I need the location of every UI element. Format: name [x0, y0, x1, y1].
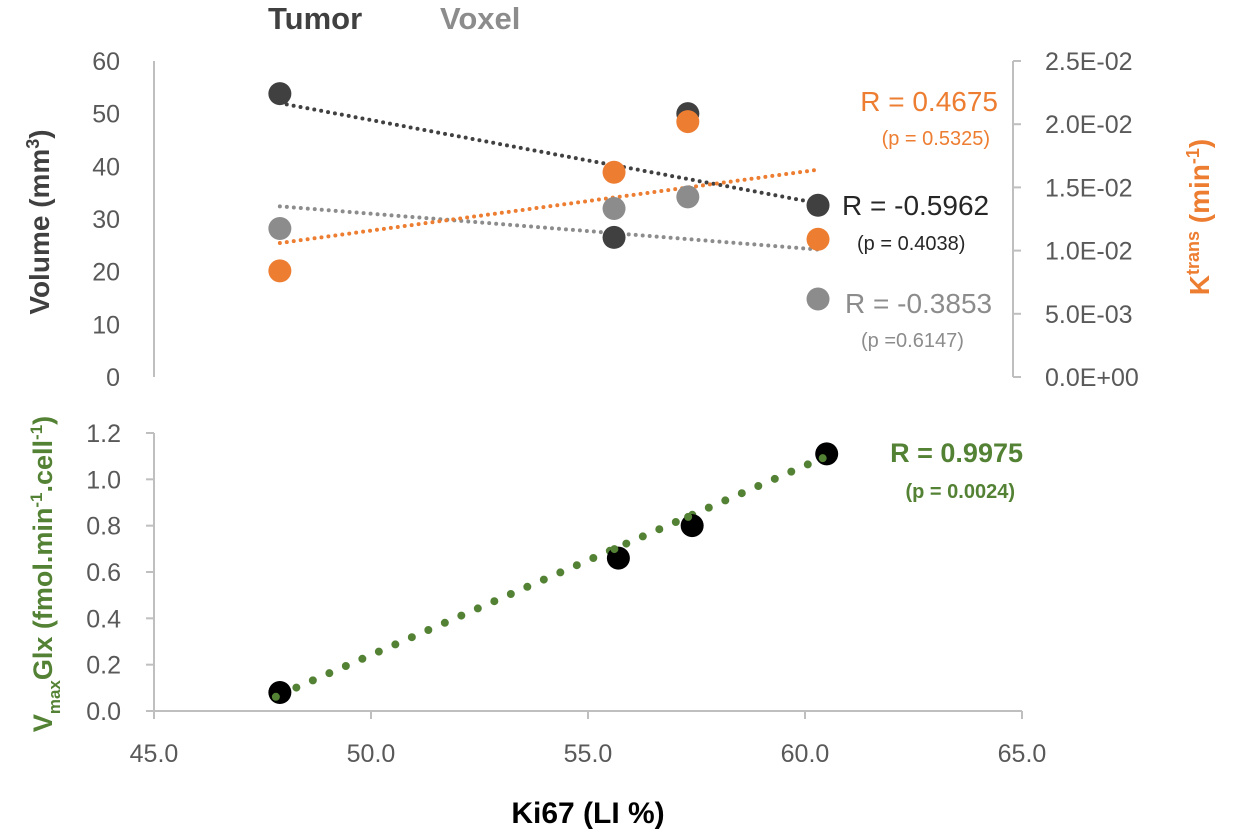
- legend-voxel: Voxel: [440, 1, 520, 36]
- ktrans-tick-label: 1.0E-02: [1045, 238, 1133, 266]
- ktrans-axis-title: Ktrans (min-1): [1183, 139, 1215, 295]
- vmax-glx-trend-dot: [818, 454, 827, 463]
- x-tick-label: 55.0: [564, 740, 613, 768]
- vmax-tick-label: 0.4: [86, 605, 121, 633]
- vmax-glx-point: [268, 680, 292, 704]
- volume-tick-label: 60: [92, 48, 120, 76]
- volume-tick-label: 20: [92, 259, 120, 287]
- ktrans-tick-label: 1.5E-02: [1045, 174, 1133, 202]
- legend-tumor: Tumor: [268, 1, 362, 36]
- trendlines: [275, 101, 831, 699]
- voxel-p-label: (p =0.6147): [861, 330, 964, 352]
- vmax-tick-label: 1.0: [86, 466, 121, 494]
- vmax-tick-label: 0.8: [86, 513, 121, 541]
- voxel-trendline: [277, 204, 821, 252]
- x-tick-label: 60.0: [781, 740, 830, 768]
- ktrans-tick-label: 2.0E-02: [1045, 111, 1133, 139]
- tumor-trendline: [277, 101, 821, 206]
- ktrans-point: [806, 227, 830, 251]
- vmax-glx-point: [680, 514, 704, 538]
- vmax-tick-label: 1.2: [86, 420, 121, 448]
- vmax-glx-trend-dot: [271, 692, 280, 701]
- voxel-r-label: R = -0.3853: [845, 288, 992, 319]
- ktrans-point: [268, 259, 292, 283]
- ktrans-tick-label: 2.5E-02: [1045, 48, 1133, 76]
- x-tick-label: 50.0: [347, 740, 396, 768]
- vmax-tick-label: 0.6: [86, 559, 121, 587]
- vmax-glx-axis-title: VmaxGlx (fmol.min-1.cell-1): [27, 416, 64, 732]
- x-axis-title: Ki67 (LI %): [511, 797, 664, 830]
- vmax-tick-label: 0.2: [86, 652, 121, 680]
- vmax-glx-point: [815, 442, 839, 466]
- ktrans-r-label: R = 0.4675: [860, 86, 998, 117]
- bottom-left-ticks: 0.0 0.2 0.4 0.6 0.8 1.0 1.2: [86, 420, 154, 726]
- ktrans-p-label: (p = 0.5325): [882, 128, 990, 150]
- x-tick-label: 65.0: [998, 740, 1047, 768]
- top-axes: [153, 61, 1014, 377]
- tumor-point: [806, 193, 830, 217]
- vmax-glx-point: [606, 546, 630, 570]
- tumor-point: [602, 225, 626, 249]
- volume-tick-label: 50: [92, 101, 120, 129]
- volume-axis-title: Volume (mm3): [23, 129, 55, 314]
- tumor-r-label: R = -0.5962: [842, 190, 989, 221]
- vmax-glx-trend-dot: [684, 512, 693, 521]
- vmax-tick-label: 0.0: [86, 698, 121, 726]
- voxel-point: [806, 287, 830, 311]
- vmax-glx-trend-dot: [610, 545, 619, 554]
- voxel-point: [602, 196, 626, 220]
- volume-tick-label: 0: [106, 364, 120, 392]
- voxel-point: [676, 185, 700, 209]
- x-tick-label: 45.0: [130, 740, 179, 768]
- volume-tick-label: 40: [92, 153, 120, 181]
- tumor-p-label: (p = 0.4038): [857, 233, 965, 255]
- glx-r-label: R = 0.9975: [890, 438, 1023, 468]
- tumor-point: [268, 82, 292, 106]
- voxel-point: [268, 216, 292, 240]
- glx-p-label: (p = 0.0024): [905, 481, 1015, 503]
- top-right-ticks: 0.0E+00 5.0E-03 1.0E-02 1.5E-02 2.0E-02 2.5E-…: [1013, 48, 1139, 392]
- ktrans-trendline: [277, 167, 821, 246]
- vmax-glx-trendline: [275, 452, 831, 699]
- ktrans-tick-label: 5.0E-03: [1045, 301, 1133, 329]
- x-ticks: 45.0 50.0 55.0 60.0 65.0: [130, 711, 1047, 768]
- volume-tick-label: 10: [92, 311, 120, 339]
- top-left-ticks: 0 10 20 30 40 50 60: [92, 48, 120, 392]
- ktrans-point: [602, 160, 626, 184]
- data-points: [268, 82, 839, 704]
- ktrans-point: [676, 110, 700, 134]
- bottom-axes: [153, 433, 1022, 712]
- volume-tick-label: 30: [92, 206, 120, 234]
- ktrans-tick-label: 0.0E+00: [1045, 364, 1139, 392]
